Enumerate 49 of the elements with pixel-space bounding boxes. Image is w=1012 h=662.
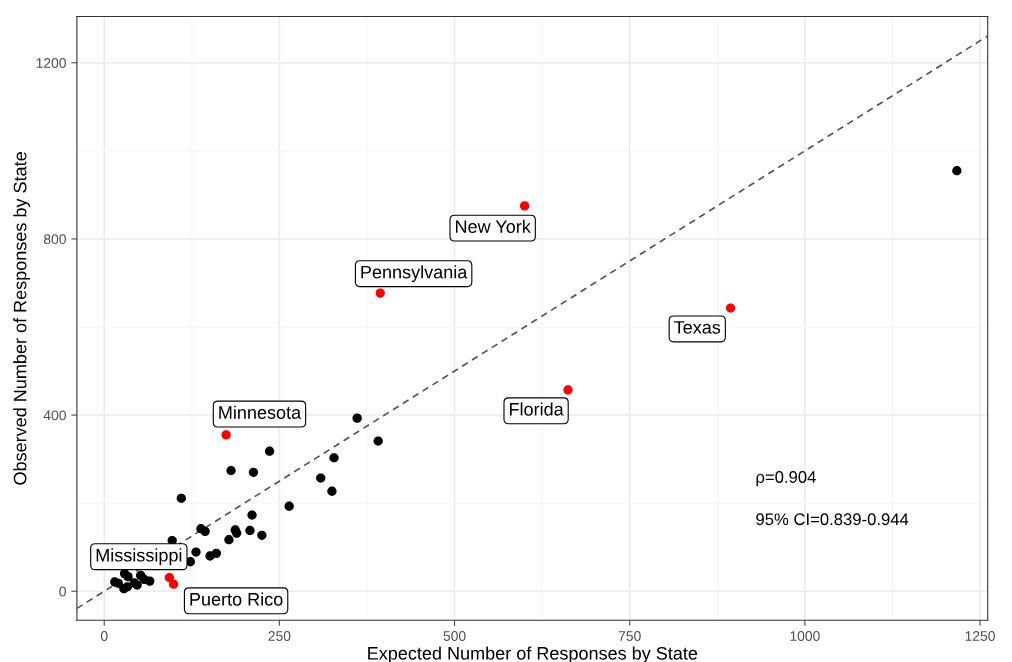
annotation: Mississippi: [96, 548, 182, 566]
y-tick-label: 800: [43, 234, 66, 245]
annotation: Minnesota: [219, 405, 302, 419]
y-tick-label: 0: [59, 586, 66, 597]
point: [211, 548, 221, 559]
point: [952, 166, 962, 176]
point: [352, 413, 362, 423]
point: [563, 385, 573, 395]
annotation: Texas: [674, 321, 721, 334]
point: [519, 201, 530, 211]
point: [168, 579, 179, 589]
annotation: Pennsylvania: [361, 265, 468, 283]
point: [725, 303, 736, 313]
annotation: New York: [455, 219, 531, 233]
x-tick-label: 1250: [965, 631, 995, 641]
point: [221, 430, 231, 440]
annotation: ρ=0.904: [756, 471, 816, 487]
annotation: 95% CI=0.839-0.944: [756, 513, 909, 526]
point: [145, 576, 155, 586]
point: [200, 526, 210, 536]
x-tick-label: 500: [443, 631, 466, 641]
y-axis-title: Observed Number of Responses by State: [13, 152, 31, 485]
point: [224, 535, 234, 545]
point: [375, 288, 385, 298]
point: [164, 572, 175, 583]
point: [245, 525, 255, 536]
point: [327, 486, 337, 496]
point: [316, 473, 326, 483]
point: [136, 570, 146, 581]
point: [373, 436, 383, 446]
point: [247, 510, 257, 520]
point: [226, 465, 236, 476]
point: [123, 572, 133, 582]
x-tick-label: 0: [100, 631, 108, 641]
x-tick-label: 750: [618, 631, 641, 641]
x-tick-label: 250: [268, 631, 291, 641]
x-tick-label: 1000: [790, 631, 820, 641]
point: [329, 453, 339, 463]
point: [176, 493, 186, 503]
y-tick-label: 400: [43, 410, 66, 421]
y-tick-label: 1200: [36, 58, 66, 68]
point: [257, 530, 267, 540]
point: [284, 501, 294, 511]
point: [264, 446, 275, 456]
point: [248, 467, 259, 477]
point: [191, 547, 201, 557]
annotation: Puerto Rico: [190, 592, 283, 606]
point: [122, 582, 133, 592]
annotation: Florida: [509, 402, 564, 416]
